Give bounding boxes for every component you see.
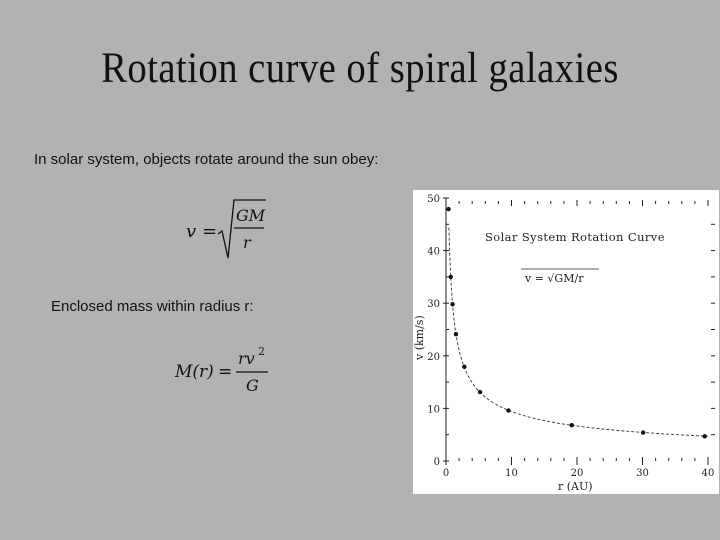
eq2-numerator: rv xyxy=(238,349,255,368)
x-tick-label-20: 20 xyxy=(571,468,584,479)
circular-velocity-equation: v = GM r xyxy=(186,199,266,259)
x-axis-label: r (AU) xyxy=(558,480,593,493)
chart-annotation: v = √GM/r xyxy=(524,272,584,285)
intro-text: In solar system, objects rotate around t… xyxy=(34,151,379,168)
rotation-curve-plot: 0 10 20 30 40 50 0 10 20 30 40 Solar System Rotat… xyxy=(413,190,719,494)
x-tick-label-30: 30 xyxy=(636,468,649,479)
eq1-radical-sign xyxy=(217,199,266,259)
slide-title: Rotation curve of spiral galaxies xyxy=(101,45,619,92)
data-point-10 xyxy=(702,434,707,439)
eq2-numerator-exponent: 2 xyxy=(258,345,265,358)
y-axis-ticks: 0 10 20 30 40 50 xyxy=(427,194,449,468)
x-tick-label-40: 40 xyxy=(702,468,715,479)
eq2-lhs: M(r) xyxy=(174,362,214,382)
y-tick-label-0: 0 xyxy=(434,457,440,468)
eq1-equals: = xyxy=(202,221,217,242)
y-tick-label-50: 50 xyxy=(427,194,440,205)
data-point-8 xyxy=(569,423,574,428)
y-axis-label: v (km/s) xyxy=(413,315,426,361)
fit-curve xyxy=(448,227,708,437)
y-tick-label-30: 30 xyxy=(427,299,440,310)
y-tick-label-10: 10 xyxy=(427,404,440,415)
enclosed-mass-text: Enclosed mass within radius r: xyxy=(51,298,254,315)
data-point-3 xyxy=(450,302,455,307)
x-axis-ticks: 0 10 20 30 40 xyxy=(443,200,715,479)
data-point-4 xyxy=(453,332,459,337)
eq1-numerator: GM xyxy=(236,206,266,225)
right-edge-ticks xyxy=(711,223,715,436)
eq2-equals: = xyxy=(218,362,232,382)
y-tick-label-20: 20 xyxy=(427,352,440,363)
enclosed-mass-equation: M(r) = rv 2 G xyxy=(174,345,268,395)
chart-title: Solar System Rotation Curve xyxy=(485,230,665,244)
data-point-1 xyxy=(446,206,451,212)
eq1-denominator: r xyxy=(243,233,252,252)
data-point-9 xyxy=(640,430,646,435)
rotation-curve-chart: 0 10 20 30 40 50 0 10 20 30 40 Solar System Rotat… xyxy=(413,194,715,493)
data-point-6 xyxy=(477,389,483,395)
eq2-denominator: G xyxy=(246,376,259,395)
data-point-7 xyxy=(506,408,511,413)
y-tick-label-40: 40 xyxy=(427,247,440,258)
data-point-2 xyxy=(448,274,453,280)
x-tick-label-10: 10 xyxy=(505,468,518,479)
eq1-lhs: v xyxy=(186,221,196,242)
x-tick-label-0: 0 xyxy=(443,468,449,479)
data-point-5 xyxy=(462,364,467,370)
data-points xyxy=(446,206,707,439)
